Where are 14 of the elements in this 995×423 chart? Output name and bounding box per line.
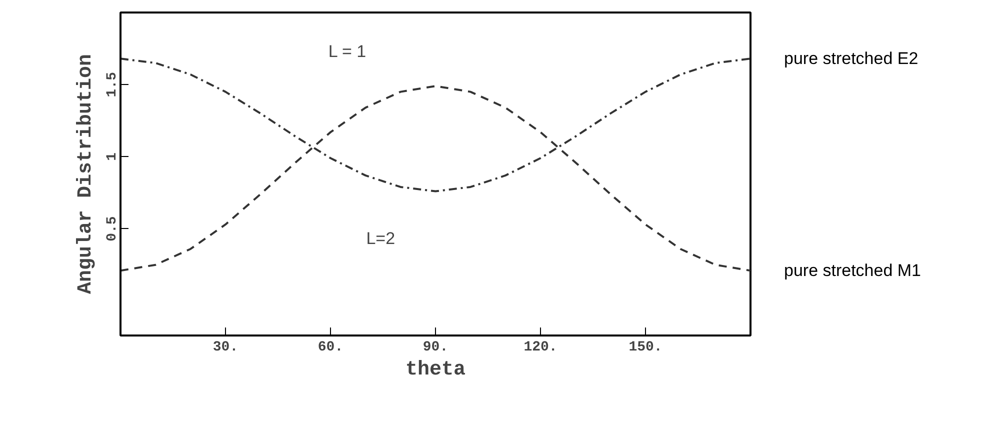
y-axis-title: Angular Distribution [74, 54, 98, 294]
annotation: L = 1 [328, 42, 366, 61]
x-tick-label: 30. [212, 340, 238, 356]
series-label: pure stretched M1 [784, 261, 922, 280]
x-tick-label: 60. [318, 340, 344, 356]
y-tick-label: 0.5 [104, 216, 120, 242]
x-tick-label: 150. [628, 340, 662, 356]
x-axis-title: theta [405, 358, 466, 382]
series-label: pure stretched E2 [784, 49, 918, 68]
y-tick-label: 1 [104, 152, 120, 161]
y-tick-label: 1.5 [104, 72, 120, 98]
annotation: L=2 [366, 229, 396, 248]
x-tick-label: 90. [422, 340, 448, 356]
x-tick-label: 120. [524, 340, 558, 356]
